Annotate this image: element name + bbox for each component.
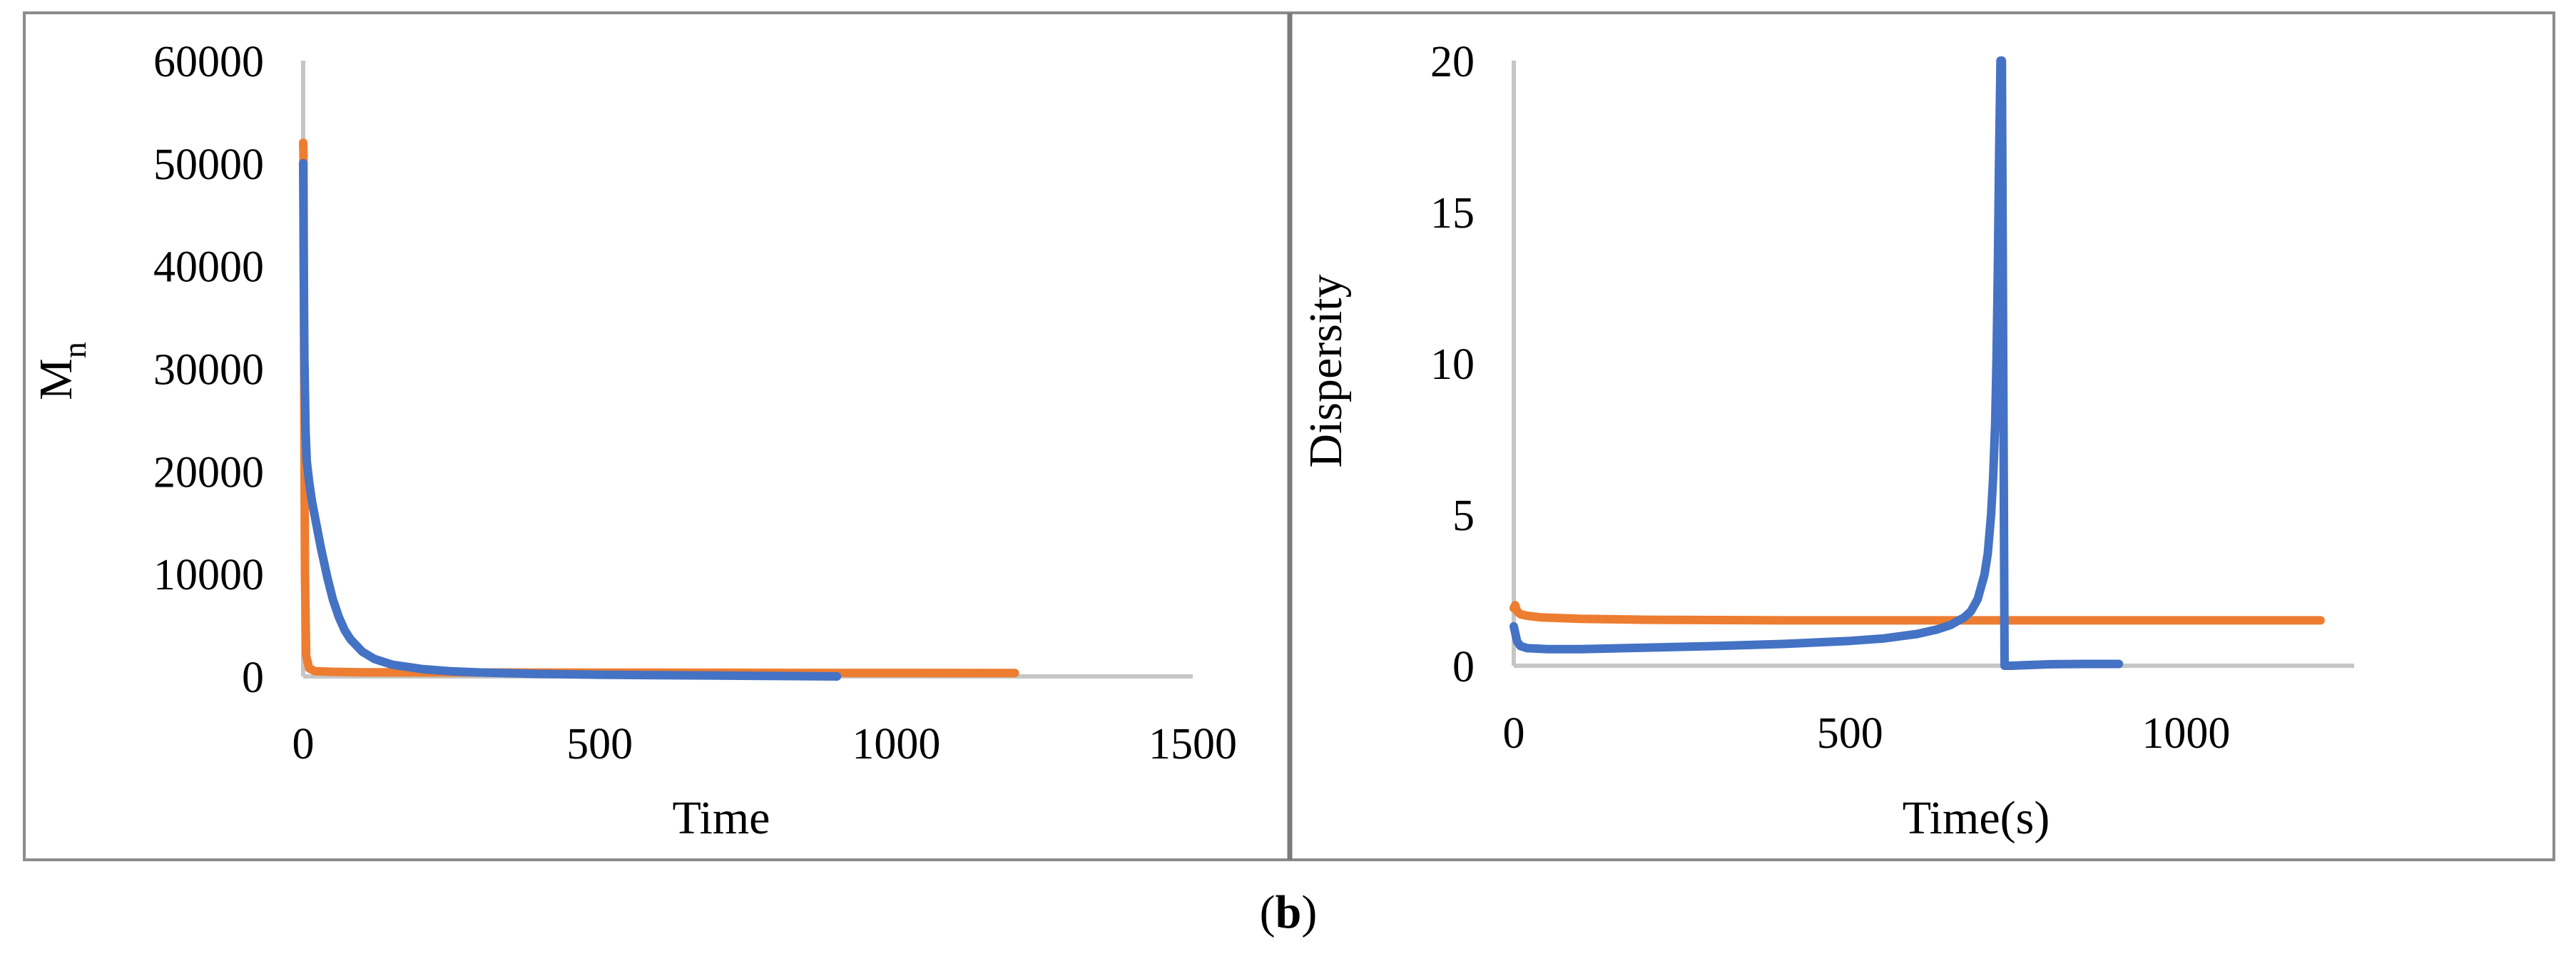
dispersity-x-tick-labels: 0 500 1000: [1503, 709, 2231, 758]
mn-y-tick-label: 60000: [153, 38, 264, 86]
mn-x-tick-label: 1000: [852, 720, 940, 768]
mn-y-tick-label: 40000: [153, 243, 264, 292]
dispersity-y-tick-labels: 0 5 10 15 20: [1430, 38, 1475, 691]
mn-y-tick-label: 20000: [153, 448, 264, 497]
chart-panel-dispersity: 0 5 10 15 20 0 500 1000 Time(s) Dispersity: [1300, 38, 2354, 844]
dispersity-y-axis-title: Dispersity: [1300, 274, 1352, 467]
dispersity-x-axis-title: Time(s): [1903, 792, 2050, 844]
dispersity-x-tick-label: 0: [1503, 709, 1525, 758]
dispersity-series-group: [1510, 56, 2325, 670]
mn-series-group: [299, 138, 1019, 681]
mn-y-axis-title-main: M: [30, 358, 82, 400]
mn-x-tick-label: 0: [292, 720, 315, 768]
mn-x-tick-label: 1500: [1149, 720, 1237, 768]
dispersity-x-tick-label: 500: [1817, 709, 1883, 758]
dispersity-y-tick-label: 5: [1452, 492, 1475, 540]
chart-panel-mn: 0 10000 20000 30000 40000 50000 60000 0 500 1000…: [30, 38, 1237, 844]
dispersity-y-tick-label: 10: [1430, 340, 1475, 389]
mn-x-axis-title: Time: [673, 792, 770, 844]
dispersity-y-tick-label: 0: [1452, 643, 1475, 691]
mn-y-tick-label: 30000: [153, 346, 264, 395]
mn-x-tick-labels: 0 500 1000 1500: [292, 720, 1238, 768]
dispersity-y-tick-label: 15: [1430, 189, 1475, 238]
mn-y-axis-title: Mn: [30, 342, 93, 400]
caption-open-paren: (: [1260, 886, 1276, 938]
mn-y-tick-labels: 0 10000 20000 30000 40000 50000 60000: [153, 38, 264, 702]
mn-y-tick-label: 10000: [153, 551, 264, 599]
caption-close-paren: ): [1301, 886, 1317, 938]
caption-letter: b: [1276, 886, 1302, 938]
dispersity-series-line-2: [1510, 56, 2124, 670]
mn-x-tick-label: 500: [566, 720, 633, 768]
dispersity-series-line-1: [1510, 601, 2325, 625]
mn-series-line-2: [299, 158, 842, 681]
dispersity-y-tick-label: 20: [1430, 38, 1475, 86]
mn-y-axis-title-sub: n: [56, 342, 93, 358]
mn-y-tick-label: 50000: [153, 141, 264, 189]
dispersity-x-tick-label: 1000: [2142, 709, 2230, 758]
figure-caption: (b): [1260, 886, 1318, 938]
mn-y-tick-label: 0: [242, 654, 264, 702]
